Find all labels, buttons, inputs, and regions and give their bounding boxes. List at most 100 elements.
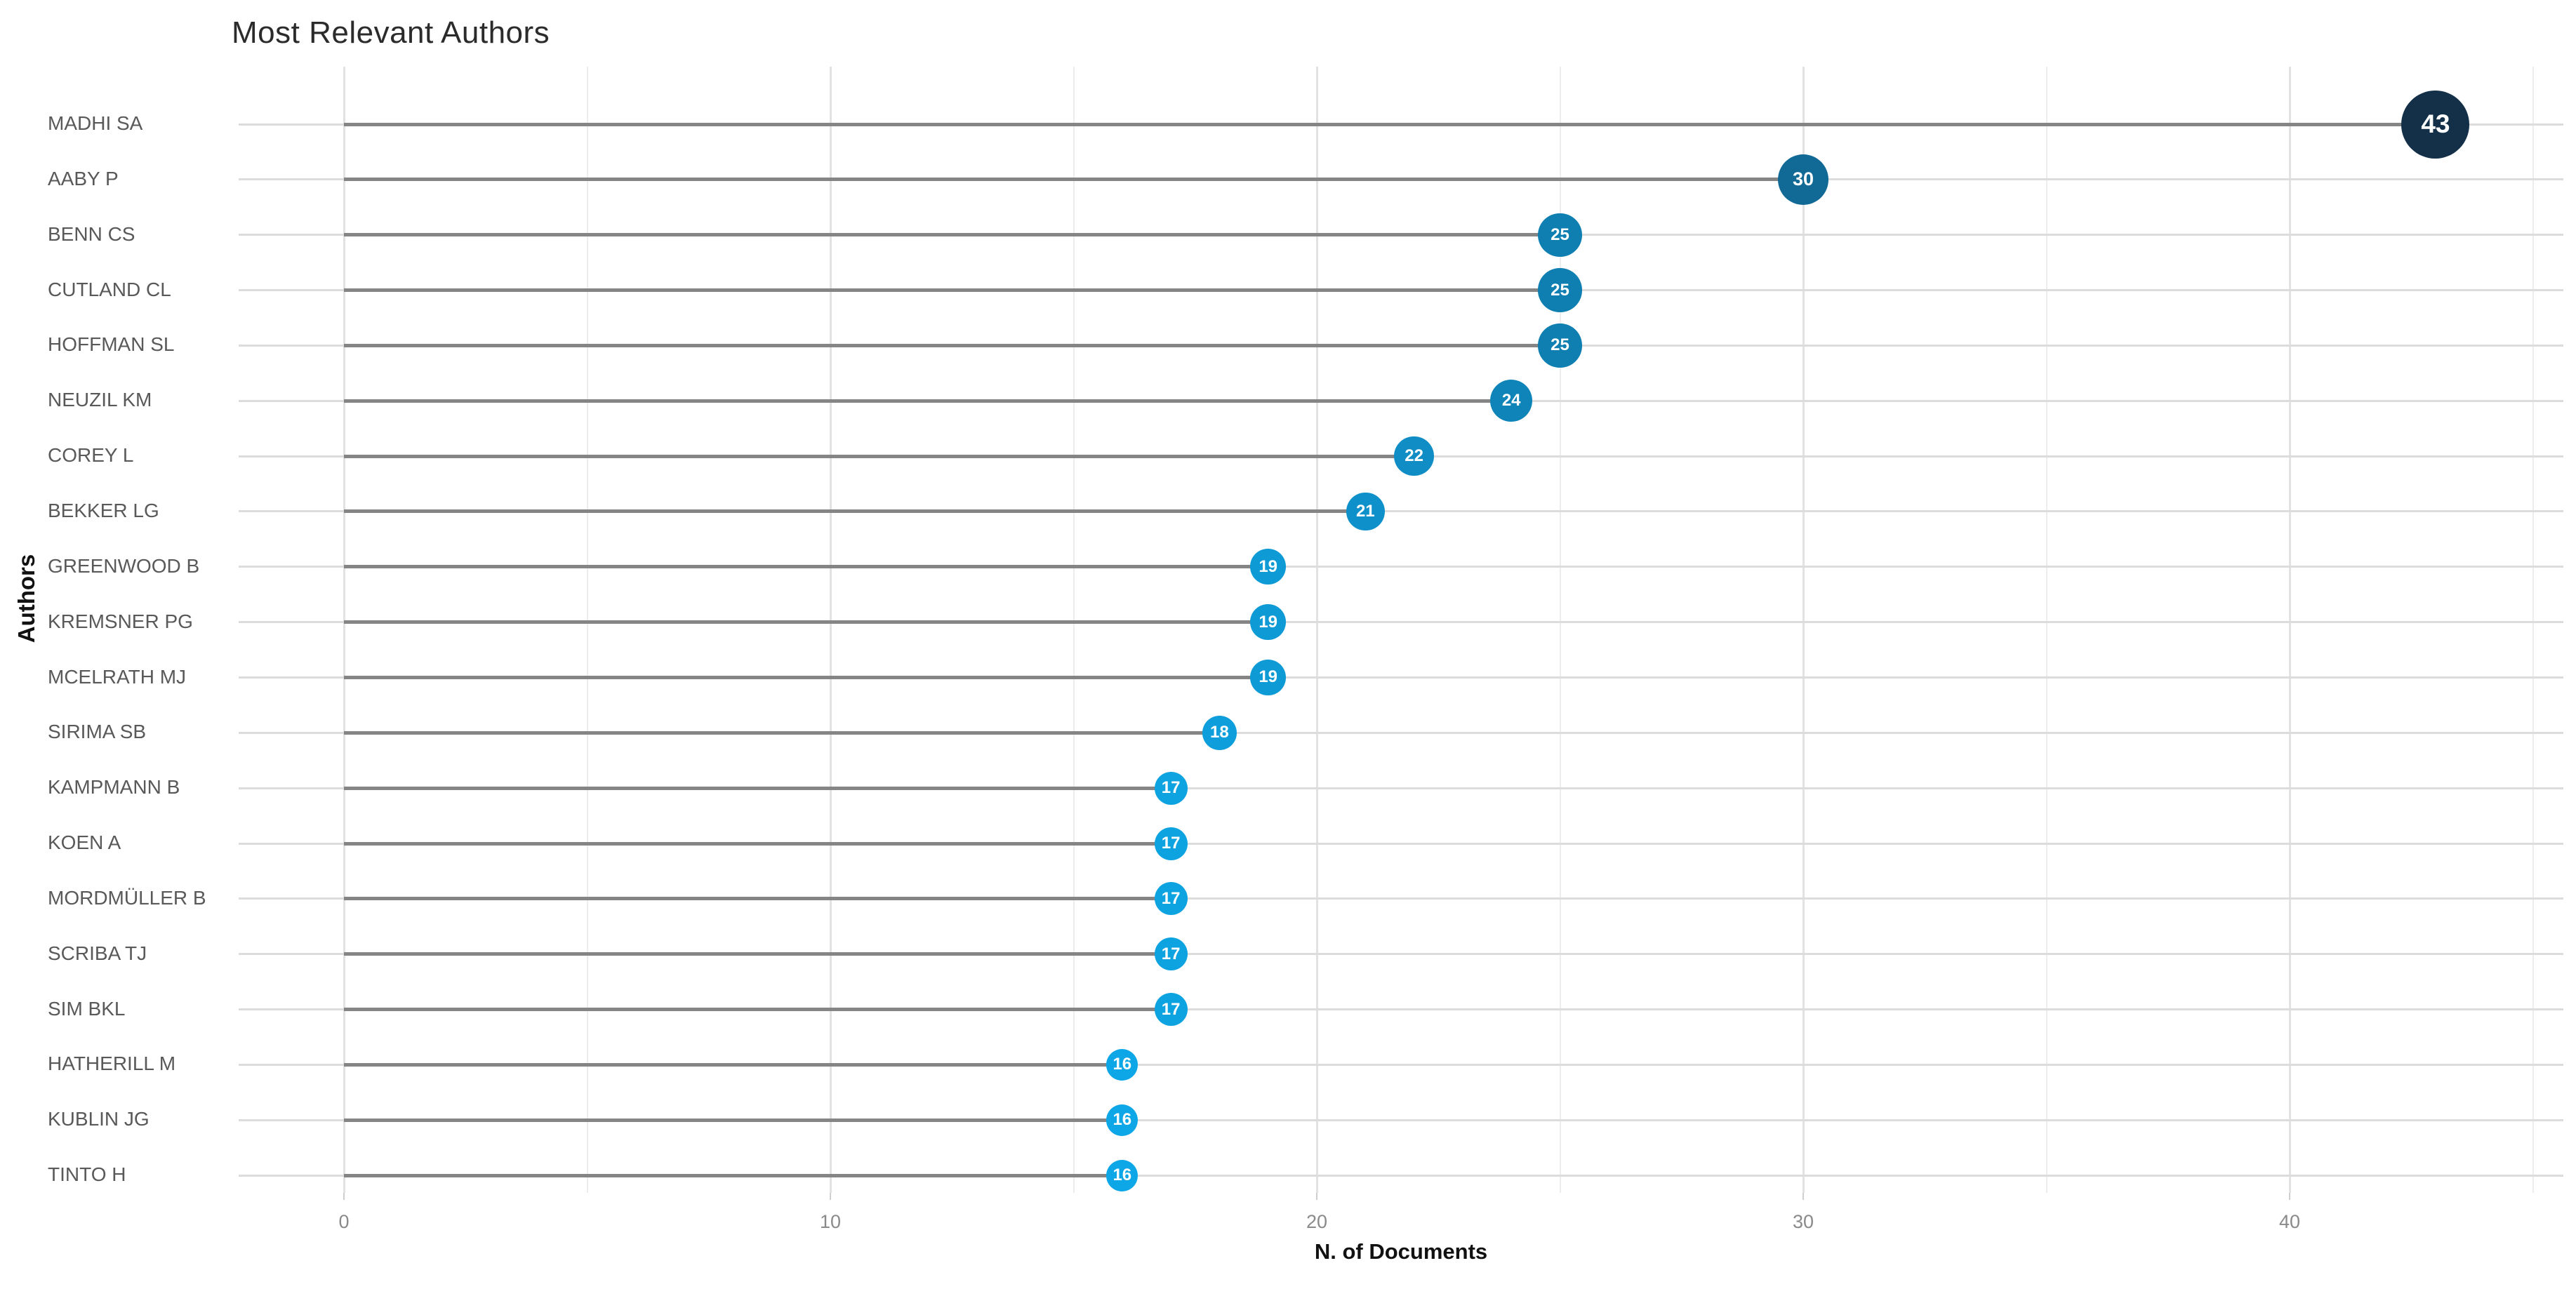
x-minor-gridline — [2045, 67, 2047, 1193]
x-axis-title: N. of Documents — [1314, 1239, 1488, 1264]
data-point: 19 — [1250, 604, 1287, 641]
category-label: MORDMÜLLER B — [48, 886, 206, 909]
x-tick-label: 10 — [819, 1211, 842, 1232]
lollipop-stem — [344, 399, 1512, 403]
lollipop-stem — [344, 1008, 1171, 1012]
lollipop-stem — [344, 1173, 1122, 1177]
x-tick-mark — [830, 1193, 831, 1200]
lollipop-stem — [344, 730, 1220, 735]
x-tick-mark — [343, 1193, 345, 1200]
lollipop-stem — [344, 454, 1414, 458]
data-point-value: 25 — [1551, 280, 1569, 300]
data-point-value: 19 — [1259, 612, 1278, 632]
data-point: 43 — [2401, 90, 2470, 159]
lollipop-stem — [344, 841, 1171, 846]
data-point-value: 19 — [1259, 667, 1278, 687]
row-gridline — [239, 787, 2563, 789]
category-label: HOFFMAN SL — [48, 333, 175, 356]
category-label: SIRIMA SB — [48, 721, 147, 743]
data-point-value: 19 — [1259, 556, 1278, 576]
data-point-value: 16 — [1113, 1166, 1132, 1185]
category-label: MCELRATH MJ — [48, 665, 187, 688]
row-gridline — [239, 676, 2563, 679]
lollipop-stem — [344, 122, 2436, 126]
data-point-value: 24 — [1501, 391, 1521, 410]
category-label: CUTLAND CL — [48, 278, 171, 300]
data-point: 16 — [1106, 1048, 1138, 1081]
data-point: 17 — [1154, 771, 1188, 805]
category-label: HATHERILL M — [48, 1053, 176, 1075]
lollipop-stem — [344, 1118, 1122, 1122]
lollipop-stem — [344, 233, 1560, 237]
x-major-gridline — [1315, 67, 1318, 1193]
x-minor-gridline — [1559, 67, 1561, 1193]
row-gridline — [239, 1174, 2563, 1177]
x-tick-mark — [1316, 1193, 1317, 1200]
x-minor-gridline — [1073, 67, 1075, 1193]
data-point-value: 16 — [1113, 1110, 1132, 1130]
x-major-gridline — [2288, 67, 2291, 1193]
x-major-gridline — [343, 67, 345, 1193]
data-point-value: 25 — [1551, 335, 1569, 355]
category-label: NEUZIL KM — [48, 389, 152, 411]
x-tick-label: 0 — [338, 1211, 350, 1232]
chart-title: Most Relevant Authors — [232, 15, 550, 50]
data-point: 30 — [1778, 154, 1828, 205]
data-point: 16 — [1106, 1104, 1138, 1136]
row-gridline — [239, 731, 2563, 734]
data-point: 17 — [1154, 882, 1188, 916]
row-gridline — [239, 566, 2563, 568]
lollipop-stem — [344, 565, 1268, 569]
data-point-value: 17 — [1161, 778, 1181, 798]
row-gridline — [239, 953, 2563, 956]
category-label: KAMPMANN B — [48, 776, 180, 799]
data-point: 19 — [1250, 660, 1287, 695]
data-point: 17 — [1154, 827, 1188, 860]
category-label: BENN CS — [48, 222, 135, 245]
category-label: TINTO H — [48, 1163, 126, 1186]
lollipop-stem — [344, 1062, 1122, 1067]
data-point-value: 22 — [1405, 446, 1423, 466]
data-point-value: 17 — [1161, 999, 1181, 1019]
category-label: KREMSNER PG — [48, 610, 193, 632]
data-point: 22 — [1394, 436, 1434, 476]
data-point: 21 — [1346, 492, 1385, 531]
x-minor-gridline — [2532, 67, 2534, 1193]
data-point-value: 18 — [1210, 723, 1229, 742]
x-major-gridline — [1802, 67, 1805, 1193]
row-gridline — [239, 510, 2563, 513]
lollipop-stem — [344, 786, 1171, 790]
row-gridline — [239, 1118, 2563, 1121]
data-point-value: 43 — [2421, 109, 2450, 138]
data-point: 17 — [1154, 937, 1188, 971]
lollipop-stem — [344, 897, 1171, 901]
data-point: 25 — [1538, 213, 1582, 257]
data-point-value: 17 — [1161, 888, 1181, 908]
category-label: BEKKER LG — [48, 499, 159, 521]
row-gridline — [239, 1008, 2563, 1011]
x-minor-gridline — [586, 67, 588, 1193]
lollipop-stem — [344, 178, 1803, 182]
data-point-value: 30 — [1792, 168, 1814, 190]
x-tick-label: 30 — [1792, 1211, 1814, 1232]
data-point-value: 21 — [1355, 501, 1375, 521]
row-gridline — [239, 897, 2563, 900]
x-major-gridline — [829, 67, 832, 1193]
data-point-value: 17 — [1161, 834, 1181, 853]
row-gridline — [239, 1063, 2563, 1066]
data-point: 16 — [1106, 1159, 1138, 1191]
row-gridline — [239, 621, 2563, 624]
lollipop-stem — [344, 288, 1560, 293]
data-point: 19 — [1250, 549, 1287, 585]
lollipop-stem — [344, 509, 1366, 514]
data-point: 25 — [1538, 268, 1582, 312]
x-tick-mark — [2289, 1193, 2290, 1200]
x-tick-mark — [1802, 1193, 1804, 1200]
data-point-value: 16 — [1113, 1055, 1132, 1074]
data-point: 18 — [1202, 715, 1237, 750]
lollipop-stem — [344, 952, 1171, 956]
row-gridline — [239, 842, 2563, 845]
category-label: COREY L — [48, 444, 134, 467]
x-tick-label: 20 — [1306, 1211, 1328, 1232]
lollipop-stem — [344, 676, 1268, 679]
